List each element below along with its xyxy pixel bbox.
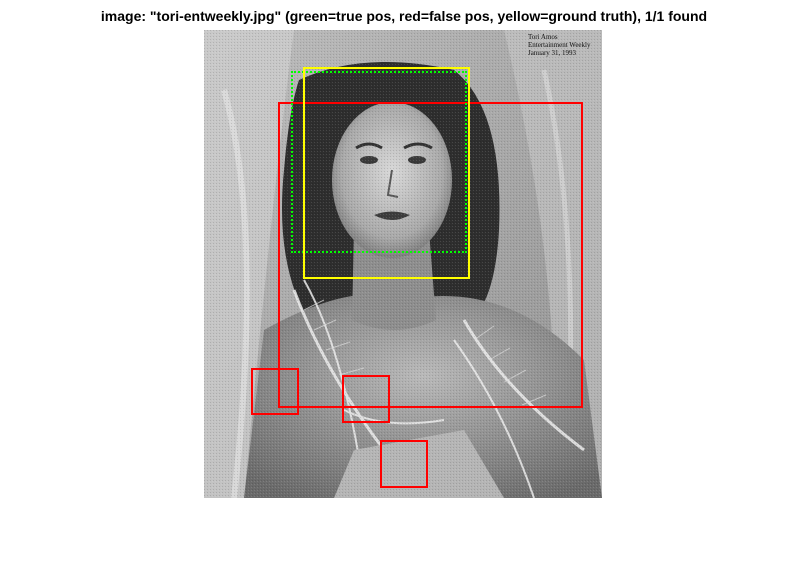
photo-credit: Tori Amos Entertainment Weekly January 3…: [528, 33, 590, 57]
credit-line-date: January 31, 1993: [528, 49, 577, 57]
photo-drawing: [204, 30, 602, 498]
ground-truth-box: [303, 67, 470, 279]
false-positive-box-bottom: [380, 440, 428, 488]
figure-title: image: "tori-entweekly.jpg" (green=true …: [100, 8, 708, 24]
true-positive-box: [291, 71, 467, 253]
false-positive-box-left: [251, 368, 299, 415]
credit-line-name: Tori Amos: [528, 33, 558, 41]
false-positive-box-middle: [342, 375, 390, 423]
credit-line-source: Entertainment Weekly: [528, 41, 591, 49]
false-positive-box-large: [278, 102, 583, 408]
portrait-photo: [204, 30, 602, 498]
